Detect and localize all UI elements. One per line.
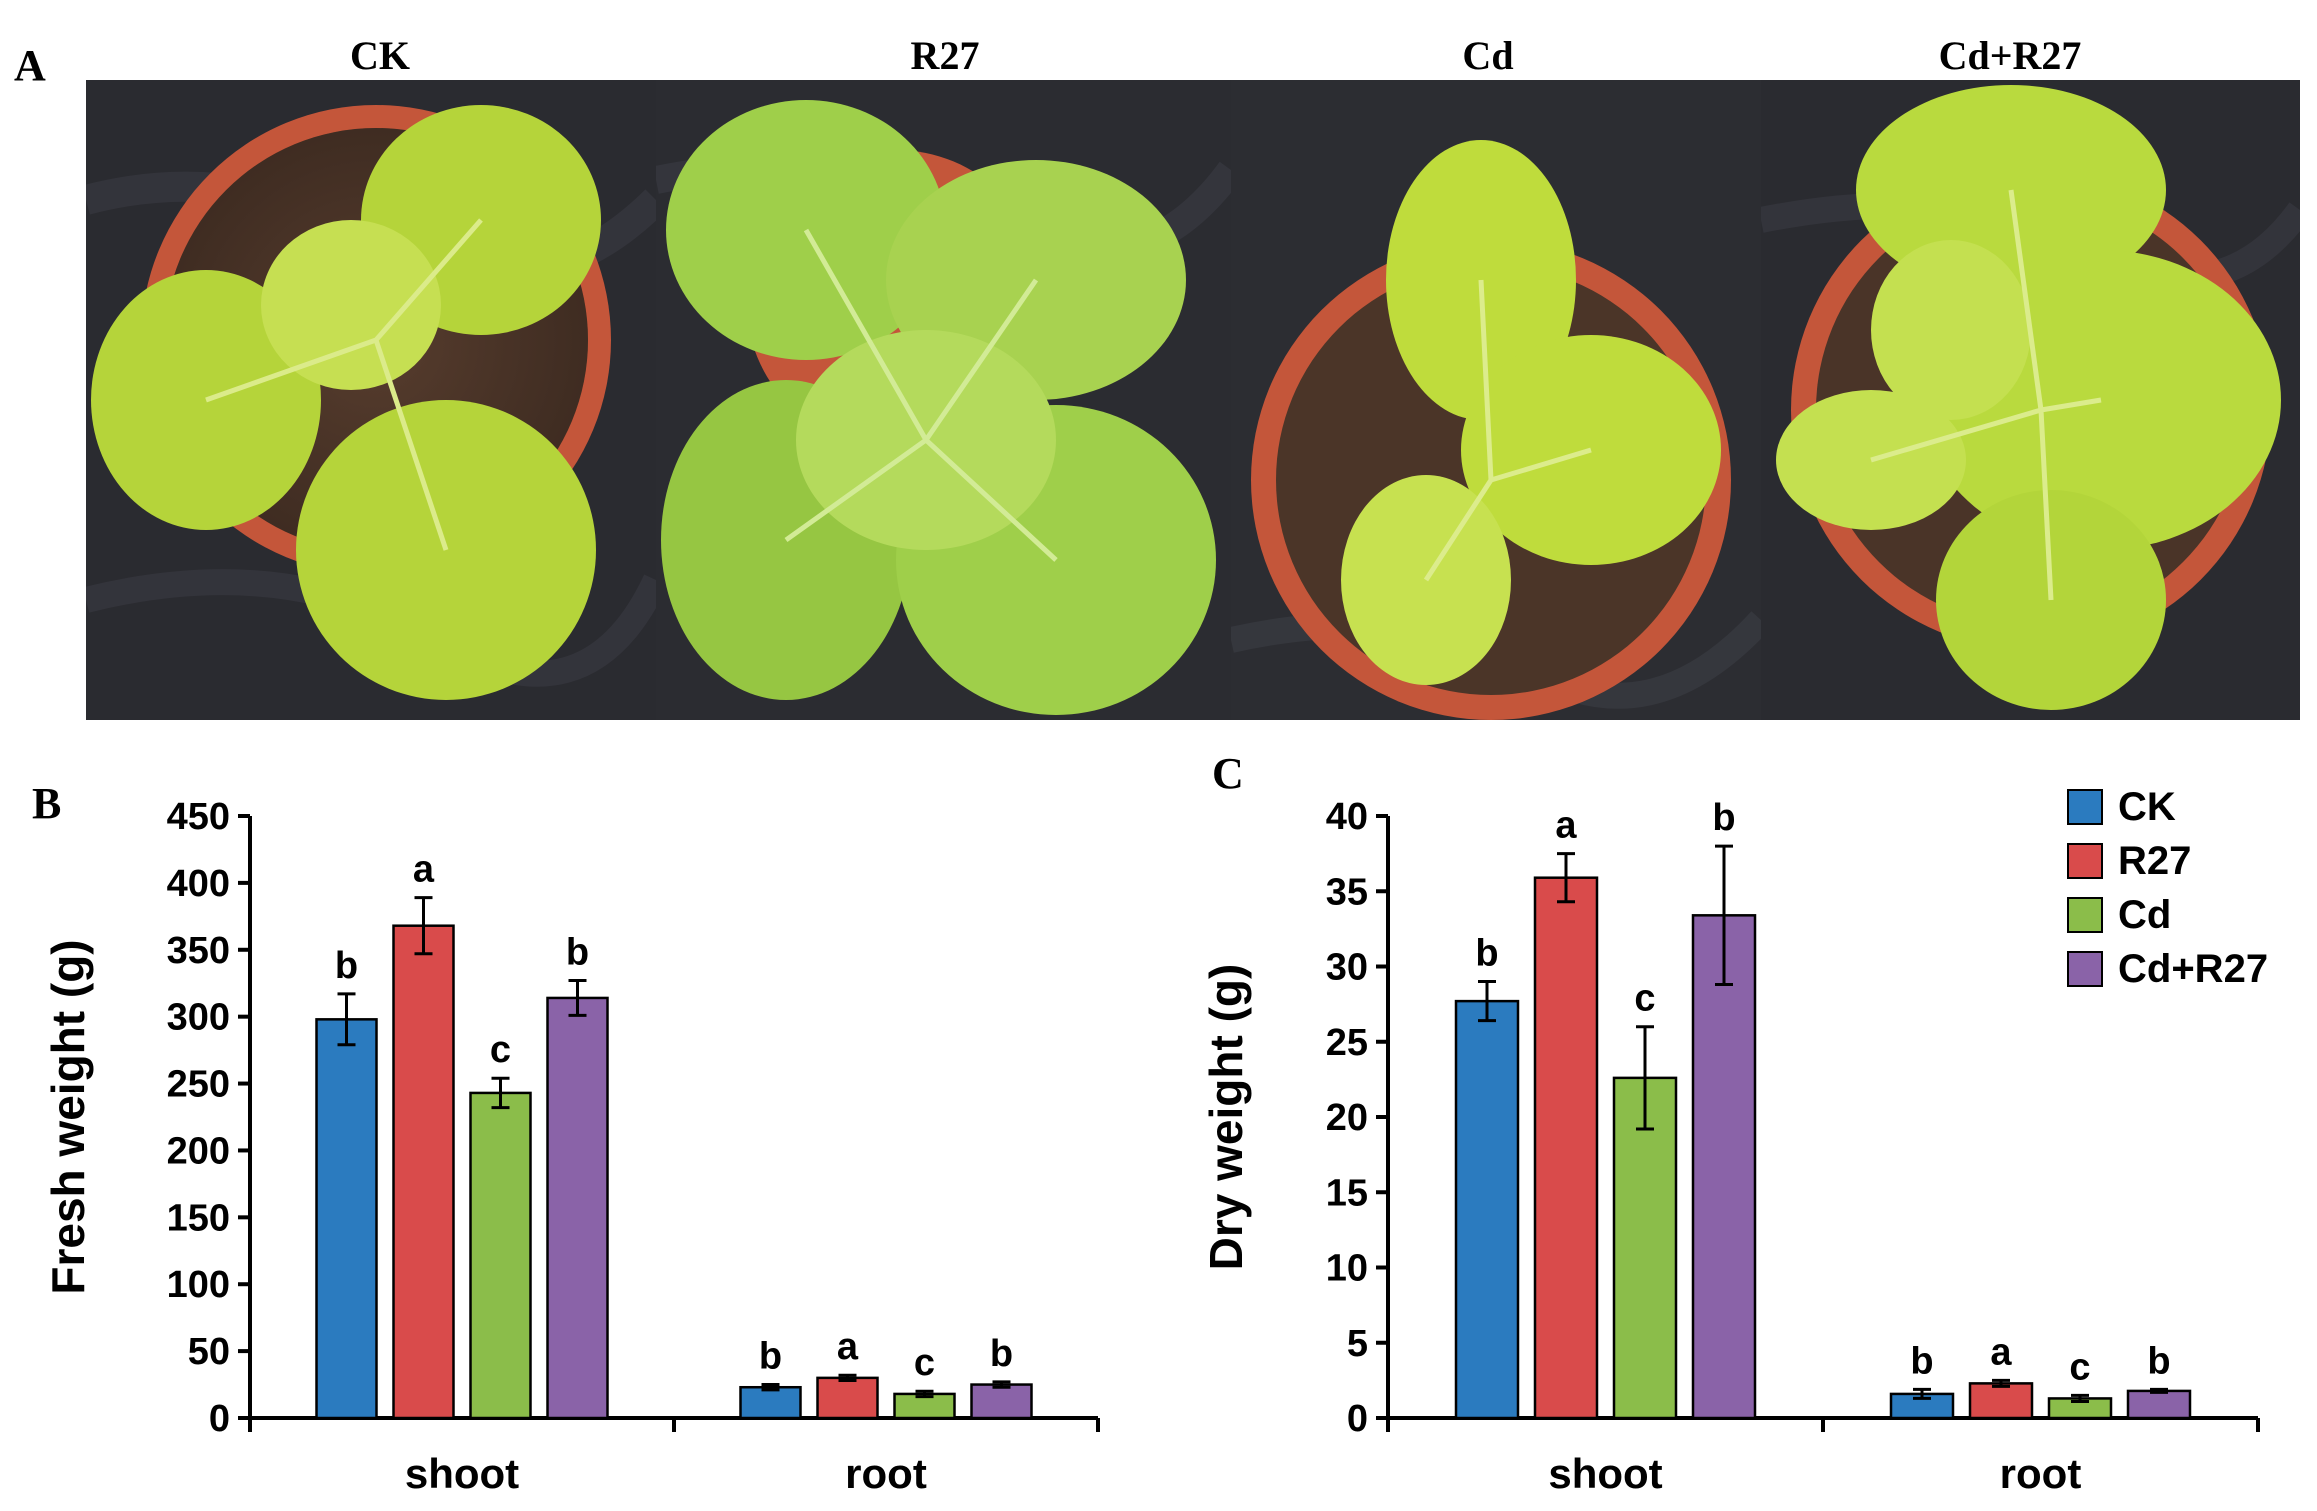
plant-photo-r27	[656, 80, 1231, 720]
y-tick-label: 0	[209, 1398, 230, 1440]
y-tick-label: 5	[1347, 1323, 1368, 1365]
panel-label-b: B	[32, 779, 62, 828]
photo-strip	[86, 80, 2300, 720]
significance-letter: c	[1634, 978, 1655, 1020]
x-tick-label: shoot	[1548, 1450, 1662, 1497]
lettuce-photo-cd	[1231, 80, 1761, 720]
legend-label: Cd	[2118, 893, 2171, 937]
plant-photo-ck	[86, 80, 656, 720]
dry-weight-chart: 0 5 10 15 20 25 30 35 40 Dry weight (g) shoot b a c b r…	[1200, 785, 2268, 1497]
fresh-weight-chart: 0 50 100 150 200 250 300 350 400 450 Fresh weight …	[42, 796, 1100, 1497]
x-tick-label: root	[845, 1450, 927, 1497]
y-tick-label: 15	[1326, 1172, 1368, 1214]
bar	[392, 924, 455, 1420]
legend-swatch	[2067, 897, 2103, 933]
y-tick-label: 300	[167, 997, 230, 1039]
significance-letter: a	[1555, 805, 1577, 847]
legend-swatch	[2067, 843, 2103, 879]
lettuce-photo-ck	[86, 80, 656, 720]
y-tick-label: 20	[1326, 1097, 1368, 1139]
significance-letter: b	[335, 945, 358, 987]
y-tick-label: 100	[167, 1264, 230, 1306]
significance-letter: c	[914, 1342, 935, 1384]
significance-letter: c	[490, 1029, 511, 1071]
y-tick-label: 200	[167, 1130, 230, 1172]
lettuce-photo-cd-r27	[1761, 80, 2300, 720]
photo-title-cd: Cd	[1462, 33, 1514, 78]
photo-title-ck: CK	[350, 33, 410, 78]
significance-letter: b	[2147, 1340, 2170, 1382]
y-tick-label: 50	[188, 1331, 230, 1373]
x-tick-label: shoot	[405, 1450, 519, 1497]
y-tick-label: 35	[1326, 871, 1368, 913]
y-tick-label: 350	[167, 930, 230, 972]
bar	[469, 1091, 532, 1420]
significance-letter: b	[1712, 797, 1735, 839]
plant-photo-cd-r27	[1761, 80, 2300, 720]
legend-label: CK	[2118, 785, 2176, 829]
bar	[970, 1383, 1033, 1420]
y-tick-label: 150	[167, 1197, 230, 1239]
legend-swatch	[2067, 951, 2103, 987]
bar	[1454, 999, 1520, 1420]
y-tick-label: 10	[1326, 1248, 1368, 1290]
significance-letter: b	[990, 1333, 1013, 1375]
y-tick-label: 450	[167, 796, 230, 838]
y-tick-label: 30	[1326, 947, 1368, 989]
y-tick-label: 0	[1347, 1398, 1368, 1440]
photo-title-cd-r27: Cd+R27	[1938, 33, 2082, 78]
y-tick-label: 40	[1326, 796, 1368, 838]
y-axis-label: Fresh weight (g)	[42, 939, 94, 1294]
x-tick-label: root	[2000, 1450, 2082, 1497]
significance-letter: b	[1910, 1340, 1933, 1382]
significance-letter: a	[413, 849, 435, 891]
bar	[816, 1376, 879, 1420]
bar	[2126, 1389, 2192, 1420]
photo-title-r27: R27	[910, 33, 980, 78]
plant-photo-cd	[1231, 80, 1761, 720]
bar	[1533, 876, 1599, 1420]
bar	[546, 996, 609, 1420]
significance-letter: b	[566, 932, 589, 974]
legend-label: Cd+R27	[2118, 947, 2268, 991]
significance-letter: b	[1475, 933, 1498, 975]
significance-letter: b	[759, 1336, 782, 1378]
legend-swatch	[2067, 789, 2103, 825]
y-tick-label: 25	[1326, 1022, 1368, 1064]
y-axis-label: Dry weight (g)	[1200, 964, 1252, 1271]
legend-label: R27	[2118, 839, 2191, 883]
significance-letter: c	[2069, 1346, 2090, 1388]
bar	[739, 1385, 802, 1420]
y-tick-label: 250	[167, 1064, 230, 1106]
significance-letter: a	[1990, 1331, 2012, 1373]
bar	[315, 1018, 378, 1420]
lettuce-photo-r27	[656, 80, 1231, 720]
panel-label-c: C	[1212, 749, 1244, 798]
panel-label-a: A	[14, 41, 46, 90]
bar	[1968, 1382, 2034, 1420]
bar	[1691, 914, 1757, 1420]
y-tick-label: 400	[167, 863, 230, 905]
significance-letter: a	[837, 1326, 859, 1368]
